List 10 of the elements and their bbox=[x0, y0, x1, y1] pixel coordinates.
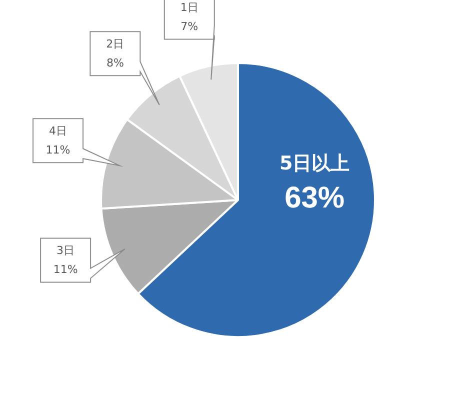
slice-label: 3日 bbox=[56, 244, 75, 258]
slice-label: 1日 bbox=[180, 1, 198, 14]
data-label: 7% bbox=[180, 20, 198, 34]
data-label: 63% bbox=[284, 182, 345, 215]
slice-label: 5日以上 bbox=[279, 152, 350, 174]
data-label: 11% bbox=[46, 143, 70, 156]
slice-label: 4日 bbox=[49, 124, 68, 138]
data-label: 11% bbox=[53, 263, 78, 276]
slice-label: 2日 bbox=[106, 37, 124, 50]
data-label: 8% bbox=[106, 56, 124, 70]
